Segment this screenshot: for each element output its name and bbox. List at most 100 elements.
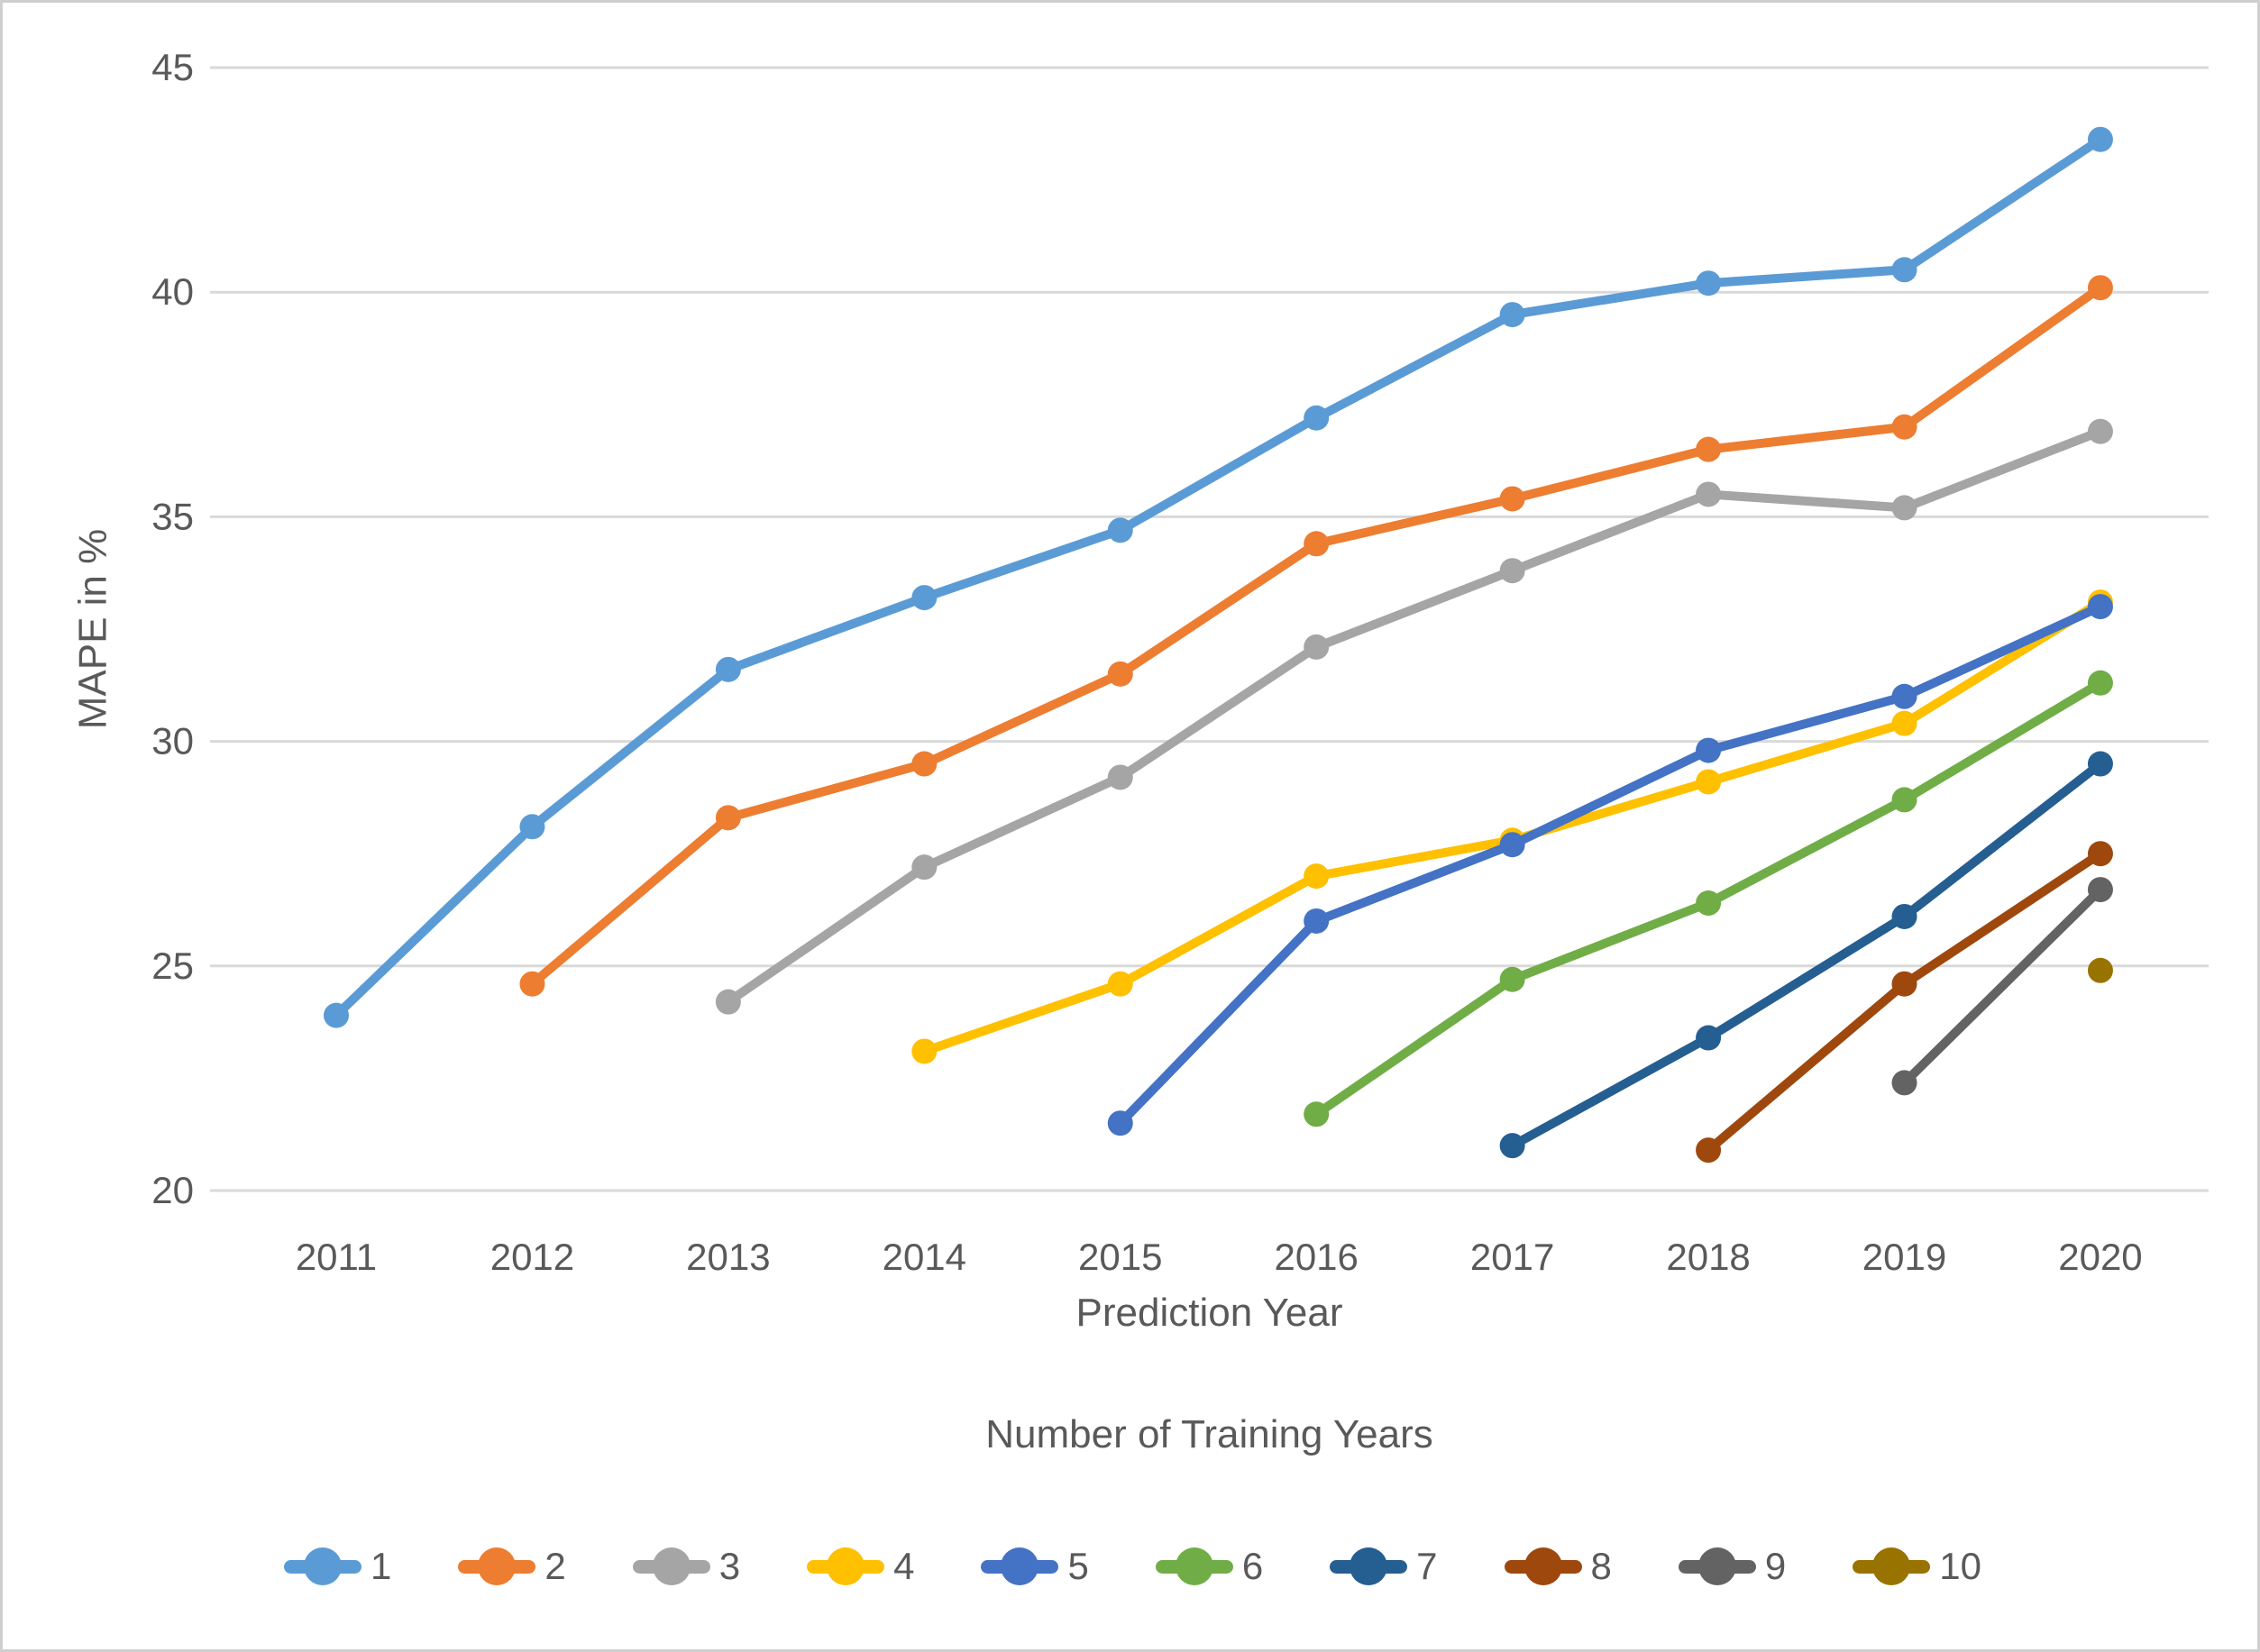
- data-point-series-3: [715, 989, 741, 1015]
- x-tick-label: 2011: [296, 1236, 377, 1278]
- y-tick-label: 30: [151, 720, 194, 762]
- data-point-series-5: [1304, 908, 1330, 934]
- legend-line-marker-icon: [284, 1547, 362, 1586]
- series-line-7: [1507, 759, 2105, 1151]
- y-tick-label: 45: [151, 46, 194, 88]
- legend-item-label: 10: [1939, 1545, 1981, 1587]
- data-point-series-3: [2087, 418, 2113, 444]
- series-line-9: [1899, 885, 2105, 1088]
- data-point-series-5: [1696, 737, 1722, 763]
- data-point-series-2: [2087, 275, 2113, 301]
- data-point-series-3: [1696, 481, 1722, 507]
- data-point-series-1: [519, 814, 545, 840]
- data-point-series-1: [911, 585, 938, 611]
- legend-item-10: 10: [1853, 1547, 1981, 1586]
- legend: 1 2 3 4 5 6 7 8 9 10: [3, 1538, 2257, 1595]
- data-point-series-2: [519, 971, 545, 997]
- line-chart-plot-area: 20 25 30 35 40 45 2011 2012 2013 2014 2015 2016 2017…: [151, 46, 2209, 1278]
- data-point-series-2: [911, 751, 938, 777]
- data-point-series-8: [1891, 971, 1917, 997]
- data-point-series-2: [1107, 661, 1133, 687]
- y-axis-title: MAPE in %: [39, 3, 147, 1255]
- data-point-series-1: [2087, 126, 2113, 152]
- x-tick-label: 2018: [1666, 1236, 1750, 1278]
- x-tick-label: 2019: [1862, 1236, 1946, 1278]
- data-point-series-3: [1304, 634, 1330, 660]
- legend-line-marker-icon: [1155, 1547, 1233, 1586]
- legend-line-marker-icon: [632, 1547, 710, 1586]
- legend-line-marker-icon: [1853, 1547, 1931, 1586]
- data-point-series-1: [324, 1002, 349, 1028]
- y-tick-label: 40: [151, 270, 194, 313]
- data-point-series-2: [715, 805, 741, 831]
- x-tick-label: 2015: [1078, 1236, 1162, 1278]
- legend-line-marker-icon: [1330, 1547, 1408, 1586]
- data-point-series-10: [2087, 957, 2113, 983]
- data-point-series-6: [1696, 890, 1722, 917]
- x-tick-label: 2014: [883, 1236, 966, 1278]
- data-point-series-7: [1891, 903, 1917, 929]
- legend-item-6: 6: [1155, 1545, 1264, 1587]
- x-tick-label: 2016: [1274, 1236, 1358, 1278]
- legend-item-5: 5: [981, 1545, 1089, 1587]
- data-point-series-3: [911, 854, 938, 881]
- data-point-series-2: [1696, 436, 1722, 462]
- data-point-series-1: [1304, 405, 1330, 431]
- data-point-series-4: [911, 1038, 938, 1064]
- legend-item-9: 9: [1678, 1545, 1787, 1587]
- legend-item-1: 1: [284, 1547, 391, 1586]
- legend-item-label: 4: [893, 1545, 915, 1587]
- legend-line-marker-icon: [981, 1547, 1059, 1586]
- data-point-series-1: [715, 656, 741, 682]
- data-point-series-7: [2087, 751, 2113, 777]
- data-point-series-2: [1304, 531, 1330, 557]
- legend-item-4: 4: [807, 1547, 914, 1586]
- legend-item-label: 5: [1067, 1545, 1089, 1587]
- legend-line-marker-icon: [807, 1547, 885, 1586]
- legend-item-7: 7: [1330, 1545, 1438, 1587]
- data-point-series-6: [1499, 966, 1525, 992]
- data-point-series-1: [1696, 270, 1722, 297]
- legend-item-label: 9: [1764, 1545, 1787, 1587]
- legend-item-label: 7: [1416, 1545, 1438, 1587]
- legend-item-label: 1: [371, 1545, 392, 1587]
- y-tick-label: 25: [151, 945, 194, 987]
- legend-item-label: 2: [544, 1545, 566, 1587]
- legend-item-label: 3: [718, 1545, 741, 1587]
- data-point-series-7: [1696, 1025, 1722, 1051]
- x-tick-label: 2020: [2058, 1236, 2142, 1278]
- data-point-series-8: [1696, 1137, 1722, 1164]
- data-point-series-3: [1499, 558, 1525, 584]
- data-point-series-6: [1304, 1101, 1330, 1127]
- legend-item-label: 8: [1590, 1545, 1612, 1587]
- data-point-series-1: [1107, 517, 1133, 543]
- data-point-series-5: [1891, 683, 1917, 709]
- data-point-series-5: [1499, 832, 1525, 858]
- legend-line-marker-icon: [458, 1547, 536, 1586]
- legend-item-2: 2: [458, 1545, 566, 1587]
- x-axis-title: Prediction Year: [1075, 1291, 1343, 1335]
- data-point-series-5: [2087, 594, 2113, 620]
- legend-title: Number of Training Years: [985, 1412, 1433, 1456]
- data-point-series-5: [1107, 1110, 1133, 1136]
- y-tick-label: 20: [151, 1169, 194, 1211]
- data-point-series-8: [2087, 841, 2113, 867]
- y-axis-title-text: MAPE in %: [70, 528, 115, 730]
- data-point-series-1: [1891, 257, 1917, 283]
- data-point-series-6: [1891, 787, 1917, 813]
- data-point-series-4: [1107, 971, 1133, 997]
- data-point-series-3: [1891, 495, 1917, 521]
- y-tick-label: 35: [151, 495, 194, 537]
- series-line-1: [332, 134, 2105, 1020]
- x-tick-label: 2013: [686, 1236, 770, 1278]
- legend-item-label: 6: [1241, 1545, 1264, 1587]
- data-point-series-7: [1499, 1133, 1525, 1159]
- data-point-series-9: [1891, 1070, 1917, 1096]
- data-point-series-4: [1304, 863, 1330, 890]
- series-line-5: [1115, 602, 2105, 1128]
- x-tick-label: 2017: [1470, 1236, 1554, 1278]
- data-point-series-6: [2087, 670, 2113, 696]
- legend-line-marker-icon: [1504, 1547, 1582, 1586]
- legend-item-8: 8: [1504, 1545, 1612, 1587]
